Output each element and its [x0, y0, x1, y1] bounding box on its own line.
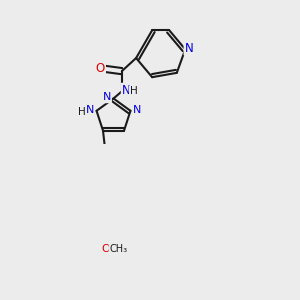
Text: H: H	[130, 86, 138, 96]
Text: N: N	[86, 105, 94, 115]
Text: N: N	[184, 42, 193, 55]
Text: O: O	[96, 62, 105, 75]
Text: N: N	[133, 105, 141, 115]
Text: N: N	[103, 92, 111, 102]
Text: H: H	[78, 107, 86, 117]
Text: CH₃: CH₃	[110, 244, 128, 254]
Text: O: O	[101, 244, 110, 254]
Text: N: N	[122, 84, 130, 97]
